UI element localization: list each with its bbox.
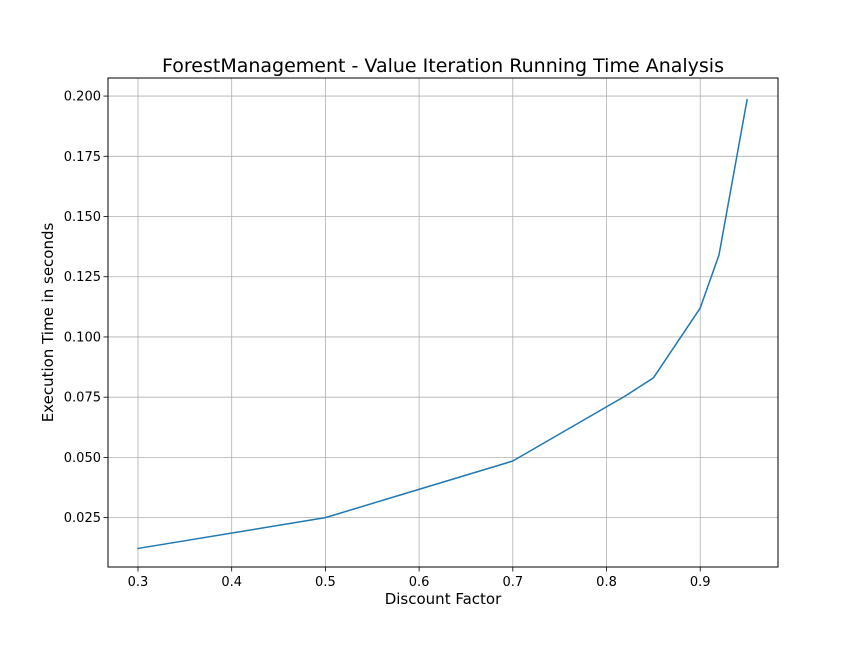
y-tick-label: 0.025	[64, 511, 101, 526]
y-tick-label: 0.125	[64, 270, 101, 285]
x-tick-label: 0.7	[502, 575, 523, 590]
x-tick-label: 0.4	[221, 575, 242, 590]
x-tick-label: 0.6	[409, 575, 430, 590]
x-tick-label: 0.5	[315, 575, 336, 590]
y-tick-label: 0.050	[64, 451, 101, 466]
y-tick-label: 0.200	[64, 90, 101, 105]
x-tick-label: 0.3	[128, 575, 149, 590]
plot-area-frame	[107, 77, 779, 568]
y-tick-label: 0.175	[64, 150, 101, 165]
grid	[108, 78, 778, 567]
y-tick-label: 0.100	[64, 330, 101, 345]
y-tick-label: 0.075	[64, 391, 101, 406]
series-line	[137, 98, 748, 550]
x-tick-label: 0.8	[596, 575, 617, 590]
y-axis-label: Execution Time in seconds	[39, 223, 57, 423]
axis-ticks: 0.3 0.4 0.5 0.6 0.7 0.8 0.9 0.025 0.050 0.075 0.10…	[64, 90, 711, 590]
series-layer	[137, 98, 748, 550]
x-tick-label: 0.9	[690, 575, 711, 590]
y-tick-label: 0.150	[64, 210, 101, 225]
x-axis-label: Discount Factor	[385, 590, 502, 608]
chart-title: ForestManagement - Value Iteration Runni…	[162, 55, 724, 77]
